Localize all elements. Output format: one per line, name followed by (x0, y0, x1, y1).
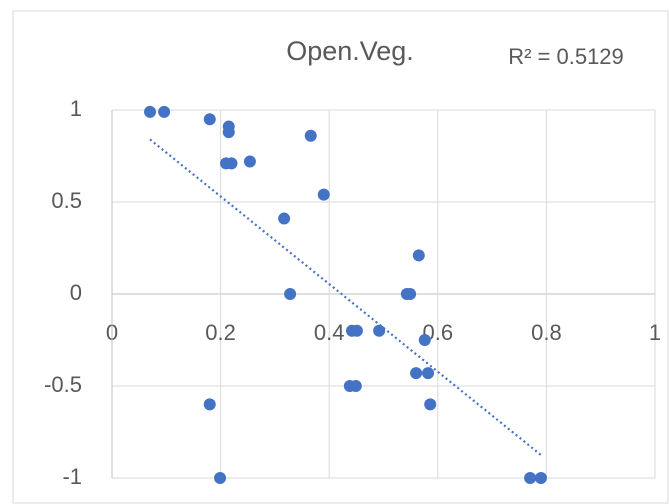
chart-title: Open.Veg. (286, 36, 414, 66)
point (222, 126, 235, 139)
x-tick-label: 0.8 (531, 320, 562, 345)
point (422, 367, 435, 380)
chart-border (12, 10, 669, 504)
point (410, 367, 423, 380)
r-squared: R² = 0.5129 (508, 44, 624, 69)
point (144, 105, 157, 118)
y-tick-label: 0 (70, 280, 82, 305)
point (278, 212, 291, 225)
point (350, 324, 363, 337)
x-tick-label: 0.2 (205, 320, 236, 345)
point (203, 113, 216, 126)
point (534, 472, 547, 484)
point (349, 380, 362, 392)
point (304, 129, 317, 142)
point (203, 398, 216, 411)
point (214, 472, 227, 484)
point (418, 334, 431, 346)
y-tick-label: 0.5 (51, 188, 82, 213)
y-tick-label: -0.5 (44, 372, 82, 397)
point (424, 398, 437, 411)
point (225, 157, 238, 170)
x-tick-label: 1 (649, 320, 661, 345)
point (158, 105, 171, 118)
x-tick-label: 0.4 (314, 320, 345, 345)
point (524, 472, 537, 484)
y-tick-label: 1 (70, 96, 82, 121)
trendline (149, 138, 542, 456)
point (317, 188, 330, 201)
y-tick-label: -1 (62, 464, 82, 489)
point (404, 288, 417, 300)
point (284, 288, 297, 300)
point (243, 155, 256, 168)
point (373, 324, 386, 337)
point (412, 249, 425, 262)
